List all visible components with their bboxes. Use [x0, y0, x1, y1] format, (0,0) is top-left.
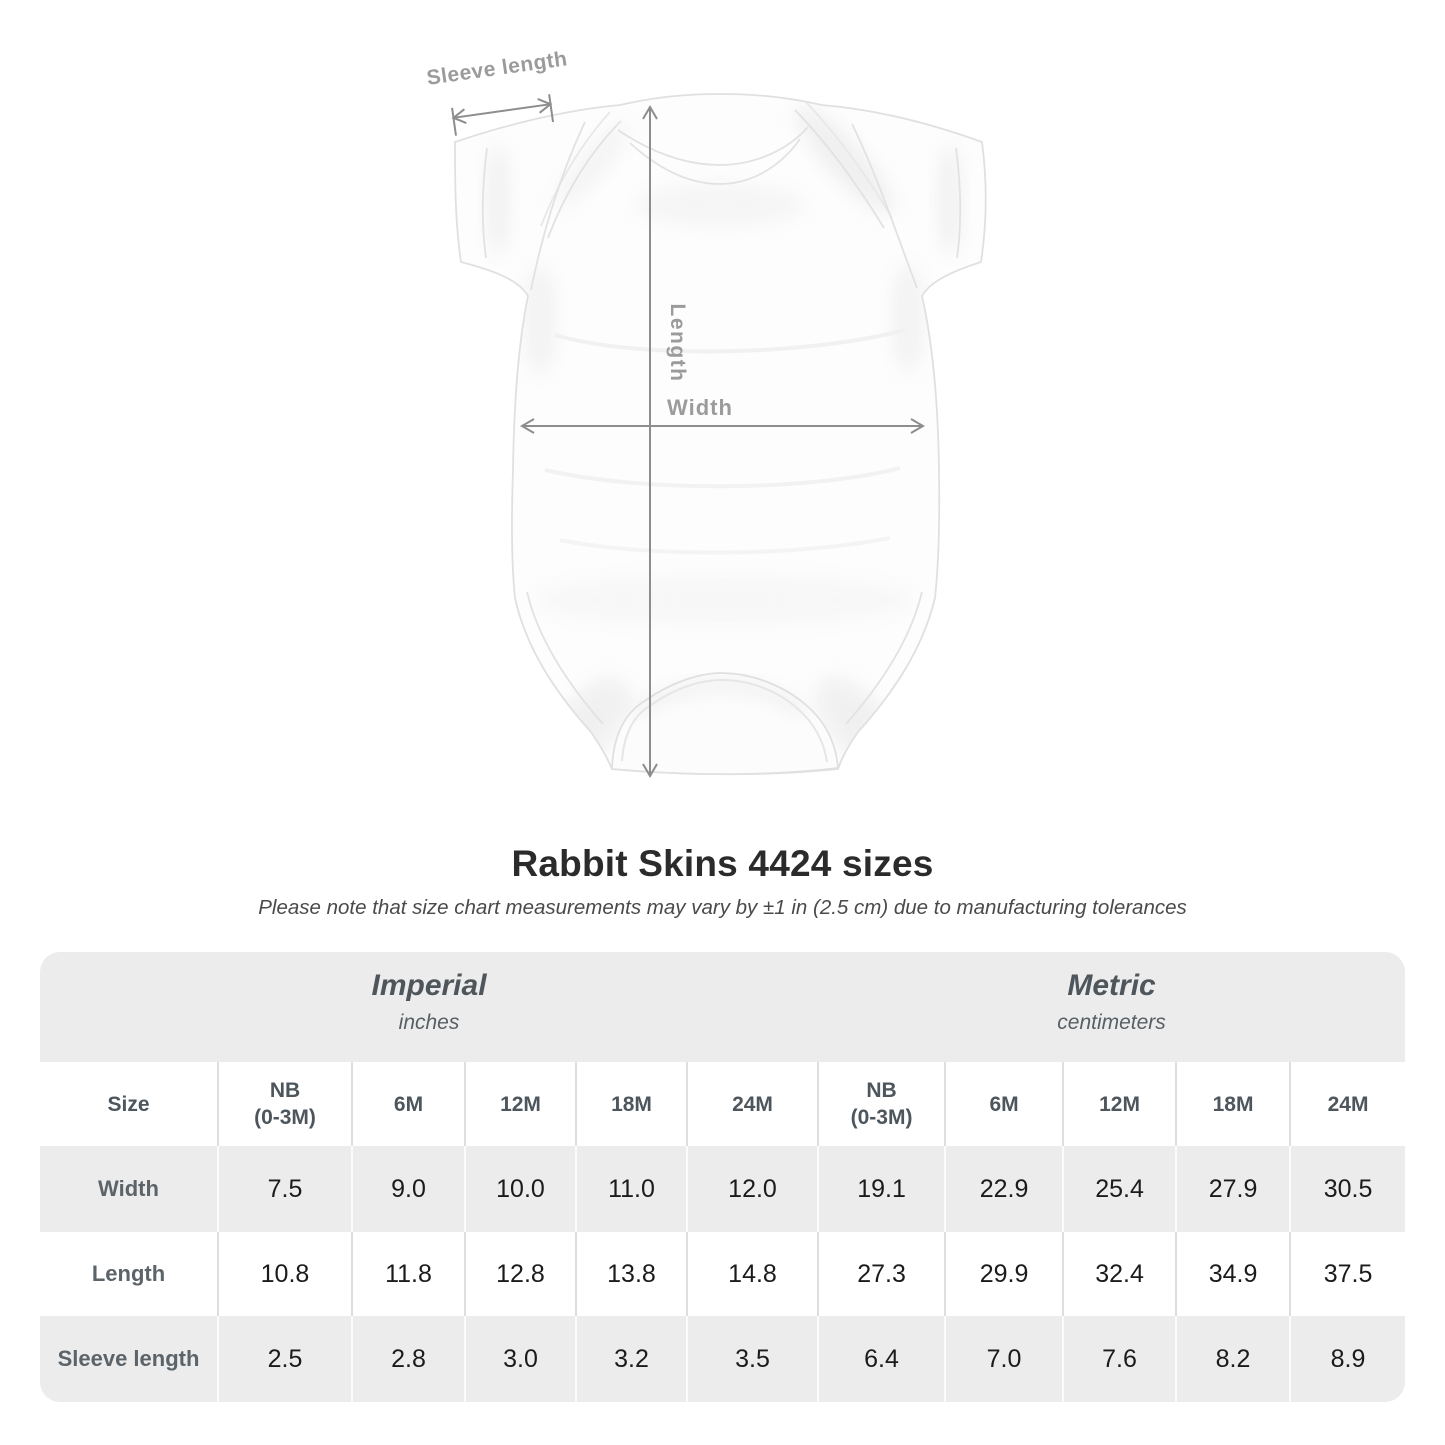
unit-group-metric: Metric centimeters	[818, 952, 1405, 1062]
row-label: Length	[40, 1232, 218, 1316]
page-title: Rabbit Skins 4424 sizes	[511, 843, 934, 884]
size-value-cell: 27.9	[1175, 1146, 1291, 1232]
table-row-width: Width 7.5 9.0 10.0 11.0 12.0 19.1 22.9 2…	[40, 1146, 1405, 1232]
size-value-cell: 9.0	[351, 1146, 465, 1232]
column-header: 6M	[944, 1062, 1064, 1146]
width-label: Width	[667, 395, 733, 420]
size-value-cell: 14.8	[685, 1232, 819, 1316]
sleeve-length-label: Sleeve length	[425, 47, 569, 90]
size-value-cell: 12.8	[464, 1232, 576, 1316]
row-label: Sleeve length	[40, 1316, 218, 1402]
size-value-cell: 12.0	[685, 1146, 819, 1232]
garment-seams	[481, 101, 962, 725]
column-header: 12M	[1062, 1062, 1177, 1146]
unit-group-header-row: Imperial inches Metric centimeters	[40, 952, 1405, 1062]
column-header: NB (0-3M)	[217, 1062, 352, 1146]
size-value-cell: 13.8	[575, 1232, 687, 1316]
size-value-cell: 7.5	[217, 1146, 352, 1232]
size-value-cell: 37.5	[1289, 1232, 1405, 1316]
column-header: 24M	[685, 1062, 819, 1146]
size-value-cell: 25.4	[1062, 1146, 1177, 1232]
size-value-cell: 19.1	[817, 1146, 946, 1232]
table-row-length: Length 10.8 11.8 12.8 13.8 14.8 27.3 29.…	[40, 1232, 1405, 1316]
size-value-cell: 32.4	[1062, 1232, 1177, 1316]
column-header: 12M	[464, 1062, 576, 1146]
size-value-cell: 3.0	[464, 1316, 576, 1402]
size-value-cell: 34.9	[1175, 1232, 1291, 1316]
lap-shoulder-right	[794, 101, 893, 229]
column-header: 6M	[351, 1062, 465, 1146]
table-row-sleeve-length: Sleeve length 2.5 2.8 3.0 3.2 3.5 6.4 7.…	[40, 1316, 1405, 1402]
tolerance-note: Please note that size chart measurements…	[258, 896, 1187, 919]
column-header: 24M	[1289, 1062, 1405, 1146]
size-value-cell: 7.6	[1062, 1316, 1177, 1402]
snap-flap	[611, 672, 839, 776]
size-value-cell: 8.9	[1289, 1316, 1405, 1402]
size-value-cell: 30.5	[1289, 1146, 1405, 1232]
size-value-cell: 27.3	[817, 1232, 946, 1316]
imperial-unit: inches	[398, 1011, 460, 1034]
column-header: NB (0-3M)	[817, 1062, 946, 1146]
armhole-seam-left	[530, 121, 586, 291]
size-value-cell: 2.5	[217, 1316, 352, 1402]
size-value-cell: 22.9	[944, 1146, 1064, 1232]
size-value-cell: 11.0	[575, 1146, 687, 1232]
bodysuit-size-diagram: Sleeve length Length Width	[425, 47, 987, 778]
size-value-cell: 7.0	[944, 1316, 1064, 1402]
row-label: Width	[40, 1146, 218, 1232]
sleeve-cuff-left	[481, 147, 488, 259]
lap-shoulder-left	[540, 111, 622, 239]
unit-group-imperial: Imperial inches	[40, 952, 819, 1062]
measurement-annotations	[451, 94, 925, 778]
size-value-cell: 3.5	[685, 1316, 819, 1402]
sleeve-cuff-right	[955, 147, 962, 259]
size-value-cell: 6.4	[817, 1316, 946, 1402]
size-corner-header: Size	[40, 1062, 218, 1146]
size-value-cell: 3.2	[575, 1316, 687, 1402]
leg-binding-left	[526, 591, 604, 725]
size-chart-table: Imperial inches Metric centimeters Size …	[40, 952, 1405, 1402]
size-value-cell: 29.9	[944, 1232, 1064, 1316]
leg-binding-right	[845, 591, 923, 725]
metric-unit: centimeters	[1057, 1011, 1166, 1034]
size-value-cell: 8.2	[1175, 1316, 1291, 1402]
size-value-cell: 11.8	[351, 1232, 465, 1316]
size-value-cell: 2.8	[351, 1316, 465, 1402]
width-arrow	[520, 418, 925, 434]
column-header-row: Size NB (0-3M) 6M 12M 18M 24M NB (0-3M) …	[40, 1062, 1405, 1146]
metric-label: Metric	[1067, 969, 1156, 1002]
imperial-label: Imperial	[371, 969, 487, 1002]
column-header: 18M	[1175, 1062, 1291, 1146]
column-header: 18M	[575, 1062, 687, 1146]
sleeve-length-arrow	[451, 94, 555, 136]
length-label: Length	[666, 304, 689, 383]
length-arrow	[642, 105, 658, 778]
armhole-seam-right	[851, 123, 918, 289]
size-value-cell: 10.8	[217, 1232, 352, 1316]
size-value-cell: 10.0	[464, 1146, 576, 1232]
